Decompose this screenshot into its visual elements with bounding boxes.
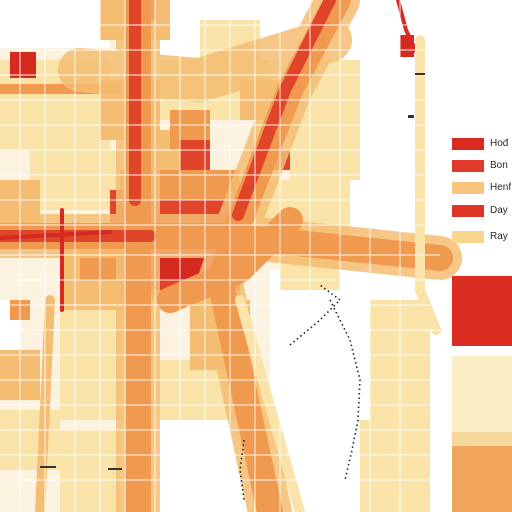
legend-item: Day — [452, 203, 512, 219]
color-scale-block — [452, 432, 512, 446]
color-scale-block — [452, 276, 512, 346]
legend-label: Day — [490, 205, 508, 216]
street-grid — [0, 0, 440, 512]
legend-item: Hođ — [452, 136, 512, 152]
legend-swatch — [452, 138, 484, 150]
legend-swatch — [452, 231, 484, 243]
legend-item: Bon — [452, 158, 512, 174]
map-ticks — [40, 73, 425, 470]
legend-item: Ray — [452, 229, 512, 245]
color-scale-block — [452, 356, 512, 432]
legend-swatch — [452, 160, 484, 172]
legend-label: Hođ — [490, 138, 509, 149]
legend-label: Bon — [490, 160, 508, 171]
legend-label: Henf — [490, 182, 512, 193]
legend-swatch — [452, 205, 484, 217]
legend-swatch — [452, 182, 484, 194]
legend-item: Henf — [452, 180, 512, 196]
legend-label: Ray — [490, 231, 508, 242]
color-scale-block — [452, 446, 512, 512]
dotted-paths — [239, 284, 361, 501]
